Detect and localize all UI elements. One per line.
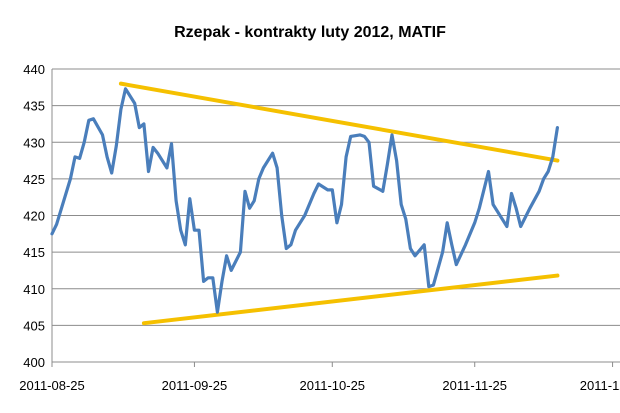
y-tick-label: 410 bbox=[23, 282, 45, 297]
y-axis-ticks: 440 435 430 425 420 415 410 405 400 bbox=[23, 62, 45, 370]
series-group bbox=[50, 87, 560, 314]
x-tick-label: 2011-11-25 bbox=[442, 378, 507, 393]
y-tick-label: 435 bbox=[23, 99, 45, 114]
y-tick-label: 405 bbox=[23, 318, 45, 333]
y-tick-label: 400 bbox=[23, 355, 45, 370]
x-tick-label: 2011-12-25 bbox=[580, 378, 620, 393]
y-tick-label: 420 bbox=[23, 209, 45, 224]
series-line bbox=[50, 87, 560, 314]
x-tick-label: 2011-08-25 bbox=[19, 378, 85, 393]
chart-title: Rzepak - kontrakty luty 2012, MATIF bbox=[174, 24, 446, 41]
y-tick-label: 430 bbox=[23, 135, 45, 150]
x-tick-label: 2011-10-25 bbox=[300, 378, 366, 393]
x-axis-ticks: 2011-08-25 2011-09-25 2011-10-25 2011-11-25… bbox=[19, 362, 620, 393]
y-tick-label: 440 bbox=[23, 62, 45, 77]
trend-lines bbox=[118, 81, 560, 326]
trend-line bbox=[141, 273, 560, 326]
y-tick-label: 425 bbox=[23, 172, 45, 187]
trend-line bbox=[118, 81, 560, 163]
y-tick-label: 415 bbox=[23, 245, 45, 260]
x-tick-label: 2011-09-25 bbox=[162, 378, 228, 393]
